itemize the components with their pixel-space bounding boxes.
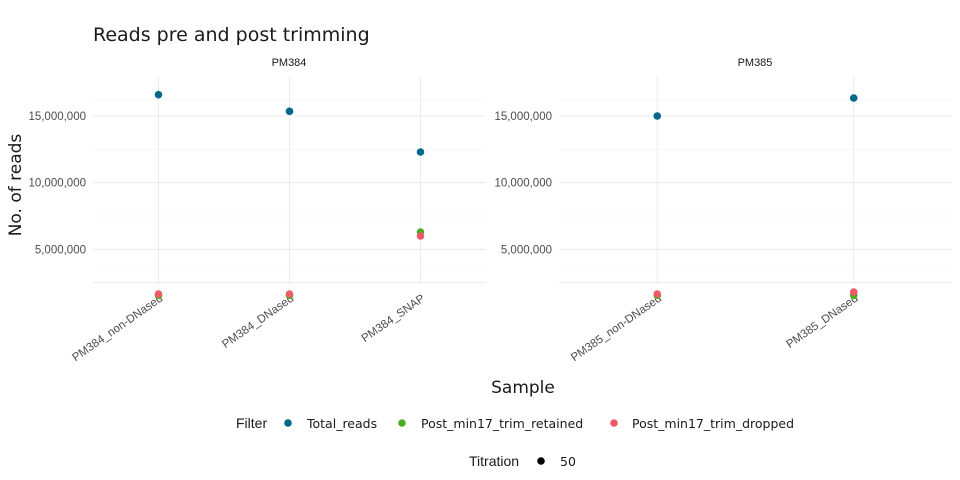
x-tick-label: PM385_DNased bbox=[784, 293, 860, 351]
y-axis-title: No. of reads bbox=[6, 134, 26, 237]
legend-label-trim-retained: Post_min17_trim_retained bbox=[421, 416, 583, 431]
legend-filter-title: Filter bbox=[236, 415, 267, 431]
panel-grid-pm385 bbox=[559, 76, 952, 284]
point-post-min17-trim-dropped-pm384-dnased bbox=[285, 290, 294, 298]
x-axis-title: Sample bbox=[491, 378, 555, 398]
point-post-min17-trim-dropped-pm384-snap bbox=[416, 232, 425, 240]
point-total-reads-pm385-dnased bbox=[849, 94, 858, 102]
y-ticks-pm384: 5,000,000 10,000,000 15,000,000 bbox=[28, 111, 86, 256]
legend-label-titration-50: 50 bbox=[560, 454, 576, 469]
x-ticks-pm385: PM385_non-DNased PM385_DNased bbox=[569, 293, 860, 364]
panel-strip-pm384: PM384 bbox=[272, 57, 307, 69]
y-tick-label: 10,000,000 bbox=[28, 178, 86, 190]
y-tick-label: 15,000,000 bbox=[28, 111, 86, 123]
point-total-reads-pm385-non-dnased bbox=[653, 112, 662, 120]
point-post-min17-trim-dropped-pm385-non-dnased bbox=[653, 290, 662, 298]
panel-pm385: PM385 5,000,000 10,000,000 15,000,000 PM38… bbox=[494, 57, 952, 364]
points-pm385 bbox=[653, 94, 858, 300]
x-tick-label: PM385_non-DNased bbox=[569, 293, 664, 364]
points-pm384 bbox=[154, 90, 425, 300]
y-tick-label: 5,000,000 bbox=[501, 244, 552, 256]
y-tick-label: 10,000,000 bbox=[494, 178, 552, 190]
legend-swatch-titration-50 bbox=[537, 457, 545, 465]
panel-grid-pm384 bbox=[93, 76, 486, 284]
legend-label-total-reads: Total_reads bbox=[306, 416, 377, 431]
x-tick-label: PM384_non-DNased bbox=[70, 293, 165, 364]
panel-pm384: PM384 5,000,000 10,000,000 15,000,000 PM38… bbox=[28, 57, 486, 364]
point-total-reads-pm384-snap bbox=[416, 148, 425, 156]
legend-swatch-trim-dropped bbox=[610, 419, 618, 427]
y-tick-label: 15,000,000 bbox=[494, 111, 552, 123]
legend-filter: Filter Total_reads Post_min17_trim_retai… bbox=[236, 415, 794, 431]
legend-label-trim-dropped: Post_min17_trim_dropped bbox=[632, 416, 794, 431]
legend-titration-title: Titration bbox=[469, 453, 519, 469]
chart-title: Reads pre and post trimming bbox=[93, 24, 370, 46]
point-post-min17-trim-dropped-pm385-dnased bbox=[849, 288, 858, 296]
x-ticks-pm384: PM384_non-DNased PM384_DNased PM384_SNAP bbox=[70, 292, 427, 364]
point-post-min17-trim-dropped-pm384-non-dnased bbox=[154, 290, 163, 298]
point-total-reads-pm384-non-dnased bbox=[154, 90, 163, 99]
legend-titration: Titration 50 bbox=[469, 453, 576, 469]
y-ticks-pm385: 5,000,000 10,000,000 15,000,000 bbox=[494, 111, 552, 256]
legend-swatch-trim-retained bbox=[398, 419, 406, 427]
legend-swatch-total-reads bbox=[284, 419, 292, 427]
x-tick-label: PM384_DNased bbox=[220, 293, 296, 351]
panel-strip-pm385: PM385 bbox=[738, 57, 773, 69]
x-tick-label: PM384_SNAP bbox=[360, 292, 428, 345]
point-total-reads-pm384-dnased bbox=[285, 107, 294, 116]
y-tick-label: 5,000,000 bbox=[35, 244, 86, 256]
